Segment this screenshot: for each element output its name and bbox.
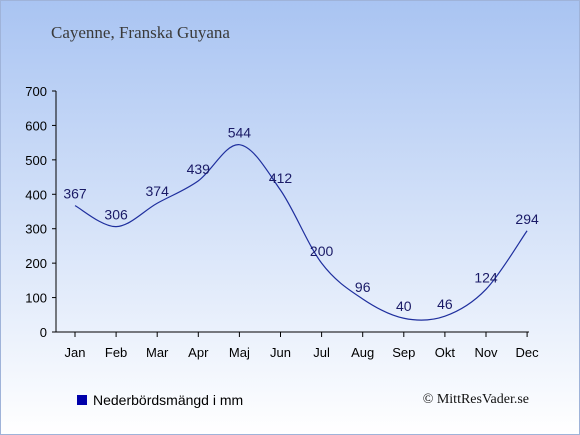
data-label: 46: [437, 296, 453, 312]
data-labels: 367 306 374 439 544 412 200 96 40 46 124 294: [63, 125, 539, 315]
y-tick-label: 200: [25, 256, 47, 271]
y-tick-label: 700: [25, 84, 47, 99]
y-tick-label: 600: [25, 118, 47, 133]
data-label: 367: [63, 186, 87, 202]
x-tick-label: Sep: [392, 345, 415, 360]
y-tick-label: 500: [25, 153, 47, 168]
x-tick-label: Dec: [516, 345, 540, 360]
x-tick-label: Apr: [188, 345, 209, 360]
y-tick-label: 100: [25, 291, 47, 306]
legend-label: Nederbördsmängd i mm: [93, 392, 244, 408]
data-label: 294: [515, 211, 539, 227]
data-label: 124: [474, 269, 498, 285]
x-tick-label: Jan: [65, 345, 86, 360]
data-label: 439: [187, 161, 211, 177]
data-label: 306: [104, 207, 128, 223]
data-label: 374: [146, 183, 170, 199]
data-label: 200: [310, 243, 334, 259]
legend: Nederbördsmängd i mm: [77, 392, 243, 408]
x-tick-label: Maj: [229, 345, 250, 360]
x-tick-label: Nov: [474, 345, 498, 360]
data-label: 544: [228, 125, 252, 141]
data-label: 412: [269, 170, 293, 186]
legend-swatch: [77, 395, 87, 405]
series-line: [74, 144, 528, 321]
x-tick-label: Okt: [435, 345, 456, 360]
data-label: 40: [396, 298, 412, 314]
data-label: 96: [355, 279, 371, 295]
axes: 0 100 200 300 400 500 600 700 Jan Feb Mar Apr Maj Jun…: [25, 84, 539, 360]
y-tick-label: 0: [40, 325, 47, 340]
y-tick-label: 300: [25, 222, 47, 237]
x-tick-label: Mar: [146, 345, 169, 360]
chart-subtitle: Cayenne, Franska Guyana: [51, 23, 230, 42]
y-tick-label: 400: [25, 187, 47, 202]
credit-text: © MittResVader.se: [422, 392, 529, 407]
x-tick-label: Jul: [313, 345, 330, 360]
series-group: [74, 144, 528, 321]
x-tick-label: Jun: [270, 345, 291, 360]
x-tick-label: Feb: [105, 345, 127, 360]
x-tick-label: Aug: [351, 345, 374, 360]
